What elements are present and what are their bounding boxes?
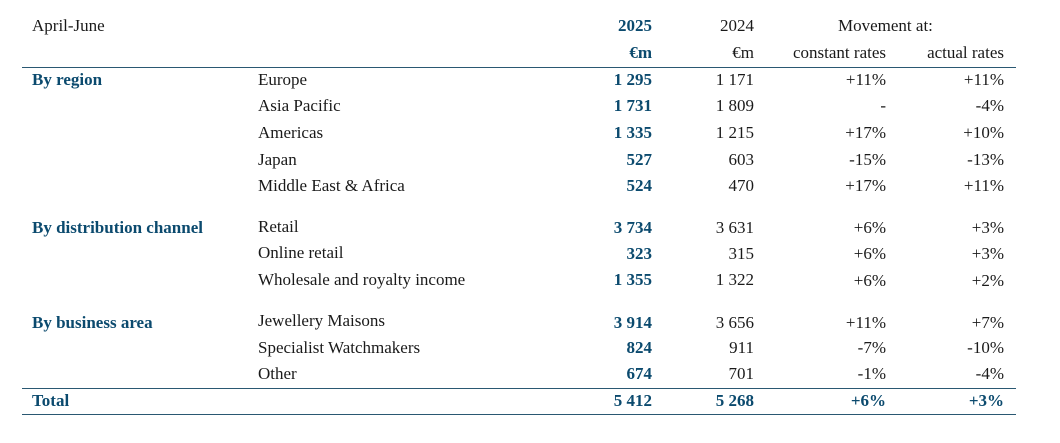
constant-rate-value: -: [880, 96, 886, 115]
period-label: April-June: [32, 16, 105, 35]
total-2025: 5 412: [613, 391, 652, 410]
header-rule: [22, 67, 1016, 68]
constant-rate-value: +6%: [853, 218, 886, 237]
row-label: Americas: [258, 123, 324, 142]
constant-rate-value: +17%: [845, 176, 886, 195]
section-title-business: By business area: [32, 313, 153, 332]
unit-current: €m: [629, 43, 652, 62]
row-label: Specialist Watchmakers: [258, 338, 421, 357]
row-label: Wholesale and royalty income: [258, 270, 466, 289]
row-label: Asia Pacific: [258, 96, 341, 115]
actual-rate-value: +3%: [971, 218, 1004, 237]
constant-rate-value: +11%: [845, 70, 886, 89]
constant-rate-value: -15%: [849, 150, 886, 169]
actual-rate-value: -4%: [975, 96, 1004, 115]
year-prior-header: 2024: [720, 16, 754, 35]
value-2024: 603: [728, 150, 755, 169]
unit-prior: €m: [732, 43, 754, 62]
value-2025: 1 731: [613, 96, 652, 115]
row-label: Online retail: [258, 243, 344, 262]
total-constant-rate: +6%: [850, 391, 886, 410]
actual-rate-value: -10%: [967, 338, 1004, 357]
value-2024: 1 322: [715, 270, 754, 289]
constant-rate-value: -1%: [857, 364, 886, 383]
value-2025: 1 335: [613, 123, 652, 142]
value-2025: 824: [626, 338, 653, 357]
constant-rate-value: +6%: [853, 271, 886, 290]
actual-rate-value: +2%: [971, 271, 1004, 290]
total-actual-rate: +3%: [968, 391, 1004, 410]
value-2024: 1 171: [715, 70, 754, 89]
value-2024: 3 656: [715, 313, 754, 332]
constant-rate-value: +17%: [845, 123, 886, 142]
section-title-region: By region: [32, 70, 103, 89]
total-top-rule: [22, 388, 1016, 389]
value-2025: 674: [626, 364, 653, 383]
actual-rate-value: +11%: [963, 176, 1004, 195]
row-label: Retail: [258, 217, 299, 236]
actual-rate-value: +11%: [963, 70, 1004, 89]
value-2025: 1 355: [613, 270, 652, 289]
row-label: Jewellery Maisons: [258, 311, 386, 330]
total-bottom-rule: [22, 414, 1016, 415]
movement-header: Movement at:: [838, 16, 933, 35]
actual-rate-value: +3%: [971, 244, 1004, 263]
value-2024: 1 809: [715, 96, 754, 115]
row-label: Other: [258, 364, 297, 383]
value-2025: 323: [626, 244, 653, 263]
row-label: Middle East & Africa: [258, 176, 405, 195]
actual-rates-header: actual rates: [927, 43, 1004, 62]
constant-rates-header: constant rates: [793, 43, 886, 62]
constant-rate-value: +11%: [845, 313, 886, 332]
value-2025: 527: [626, 150, 653, 169]
value-2024: 315: [728, 244, 755, 263]
row-label: Europe: [258, 70, 308, 89]
value-2024: 3 631: [715, 218, 754, 237]
value-2025: 1 295: [613, 70, 652, 89]
value-2025: 3 734: [613, 218, 652, 237]
value-2024: 1 215: [715, 123, 754, 142]
value-2024: 470: [728, 176, 755, 195]
row-label: Japan: [258, 150, 297, 169]
actual-rate-value: -13%: [967, 150, 1004, 169]
constant-rate-value: -7%: [857, 338, 886, 357]
value-2024: 911: [729, 338, 754, 357]
section-title-channel: By distribution channel: [32, 218, 203, 237]
value-2025: 524: [626, 176, 653, 195]
constant-rate-value: +6%: [853, 244, 886, 263]
total-2024: 5 268: [715, 391, 754, 410]
year-current-header: 2025: [618, 16, 652, 35]
value-2025: 3 914: [613, 313, 652, 332]
actual-rate-value: +10%: [963, 123, 1004, 142]
actual-rate-value: -4%: [975, 364, 1004, 383]
actual-rate-value: +7%: [971, 313, 1004, 332]
value-2024: 701: [728, 364, 755, 383]
total-label: Total: [32, 391, 70, 410]
